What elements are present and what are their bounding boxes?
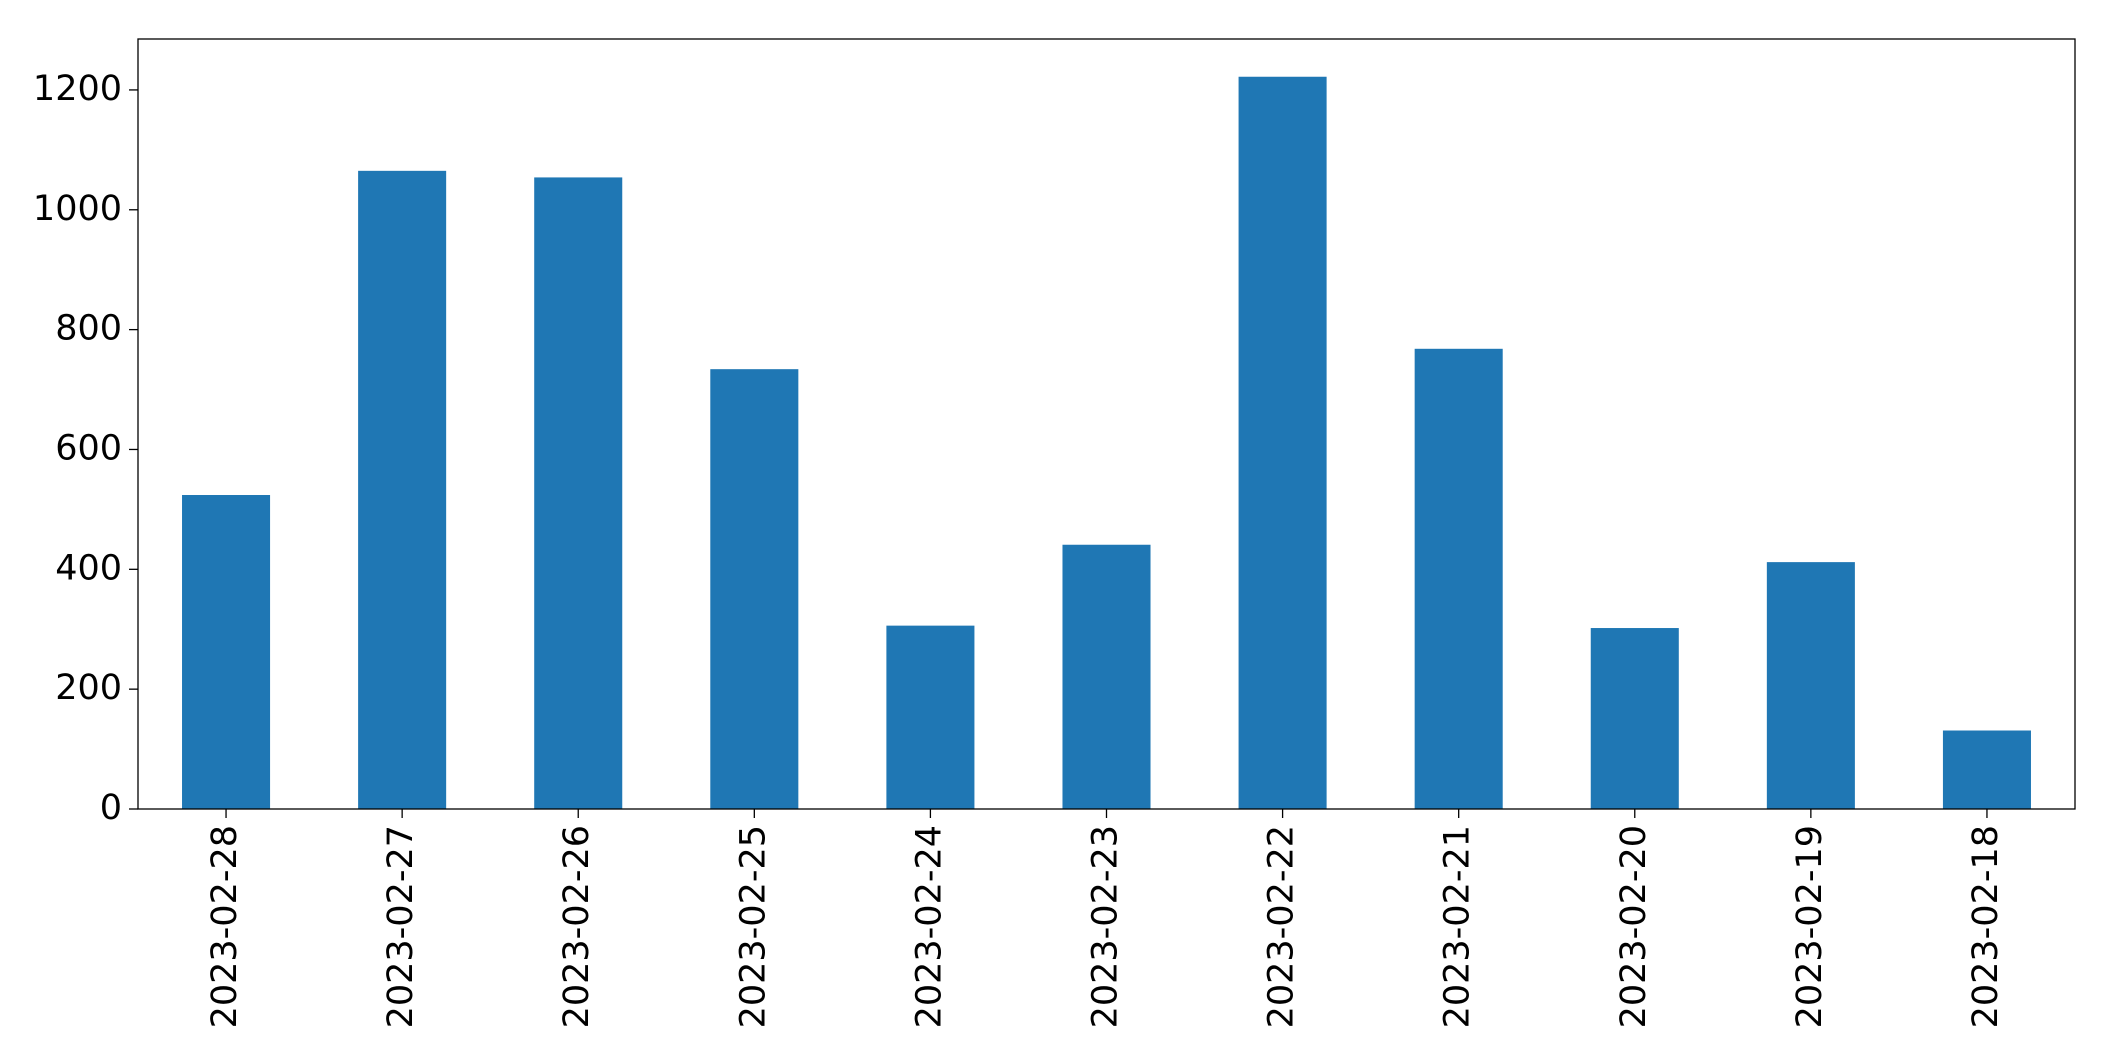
x-tick-label: 2023-02-22 bbox=[1262, 825, 1302, 1028]
x-tick-label: 2023-02-19 bbox=[1790, 825, 1830, 1028]
x-tick-label: 2023-02-26 bbox=[557, 825, 597, 1028]
bar bbox=[1942, 730, 2031, 809]
y-tick-label: 1000 bbox=[33, 189, 122, 229]
bar bbox=[1766, 562, 1855, 809]
bar bbox=[710, 369, 799, 809]
bar bbox=[886, 625, 975, 809]
x-tick-label: 2023-02-25 bbox=[733, 825, 773, 1028]
bar bbox=[1414, 348, 1503, 809]
x-tick-label: 2023-02-27 bbox=[381, 825, 421, 1028]
x-tick-label: 2023-02-24 bbox=[909, 825, 949, 1028]
y-tick-label: 600 bbox=[55, 428, 122, 468]
bar bbox=[1590, 628, 1679, 809]
plot-area bbox=[182, 76, 2031, 809]
y-tick-label: 200 bbox=[55, 668, 122, 708]
y-tick-label: 400 bbox=[55, 548, 122, 588]
x-tick-label: 2023-02-28 bbox=[205, 825, 245, 1028]
x-tick-label: 2023-02-18 bbox=[1966, 825, 2006, 1028]
x-tick-label: 2023-02-23 bbox=[1086, 825, 1126, 1028]
y-tick-label: 0 bbox=[100, 788, 122, 828]
bar bbox=[1062, 544, 1151, 809]
bar bbox=[1238, 76, 1327, 809]
x-tick-label: 2023-02-20 bbox=[1614, 825, 1654, 1028]
x-tick-label: 2023-02-21 bbox=[1438, 825, 1478, 1028]
bar bbox=[534, 177, 623, 809]
bar bbox=[182, 495, 271, 809]
bar bbox=[358, 170, 447, 809]
y-tick-label: 800 bbox=[55, 309, 122, 349]
y-tick-label: 1200 bbox=[33, 69, 122, 109]
